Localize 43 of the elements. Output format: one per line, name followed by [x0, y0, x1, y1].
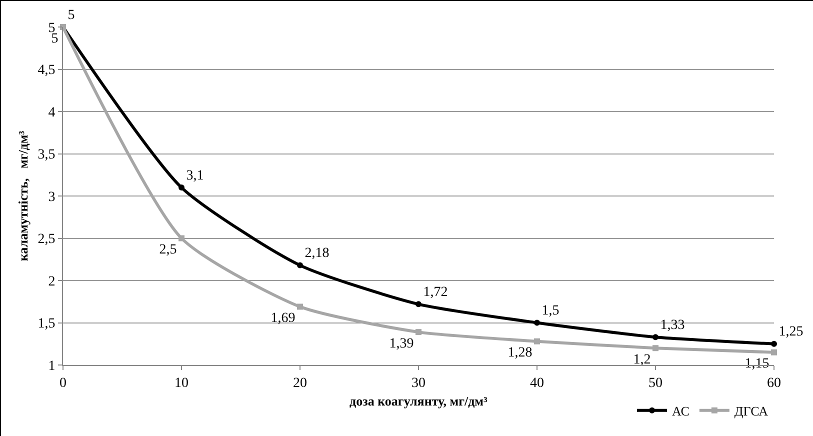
y-tick-label: 3 [48, 190, 56, 205]
x-tick-label: 40 [530, 376, 544, 391]
y-axis-title: каламутність, мг/дм³ [16, 130, 31, 262]
y-tick-label: 4,5 [38, 63, 56, 78]
y-tick-label: 2 [48, 274, 56, 290]
legend-label: ДГСА [734, 403, 769, 418]
point [416, 329, 422, 336]
data-label: 2,18 [304, 246, 330, 262]
data-label: 1,5 [542, 304, 560, 318]
x-axis-title: доза коагулянту, мг/дм³ [350, 393, 488, 408]
x-tick-label: 30 [412, 376, 426, 391]
data-label: 5 [68, 8, 75, 23]
point [652, 334, 658, 340]
x-tick-label: 50 [648, 376, 662, 391]
point [178, 184, 184, 191]
y-tick-label: 1,5 [38, 316, 56, 332]
point [178, 235, 184, 242]
point [534, 320, 540, 326]
point [652, 345, 658, 352]
point [534, 338, 540, 344]
y-tick-label: 2,5 [38, 232, 56, 248]
data-label: 1,72 [423, 284, 448, 300]
y-tick-label: 3,5 [38, 148, 56, 163]
data-label: 1,33 [660, 318, 685, 333]
y-tick-label: 4 [48, 105, 56, 120]
legend-label: АС [672, 403, 690, 418]
data-label: 1,39 [389, 336, 414, 352]
x-tick-label: 0 [60, 376, 66, 391]
data-label: 1,2 [633, 352, 651, 368]
point [771, 349, 777, 356]
x-tick-label: 20 [293, 376, 307, 391]
data-label: 1,69 [270, 310, 296, 326]
point [416, 301, 422, 308]
data-label: 1,25 [778, 324, 804, 340]
x-tick-label: 10 [174, 376, 188, 391]
y-tick-label: 1 [48, 358, 56, 374]
point [771, 340, 777, 347]
point [297, 262, 303, 268]
data-label: 1,28 [508, 346, 532, 361]
data-label: 2,5 [159, 242, 177, 258]
data-label: 3,1 [186, 168, 204, 184]
point [297, 304, 303, 310]
x-tick-label: 60 [767, 376, 781, 391]
